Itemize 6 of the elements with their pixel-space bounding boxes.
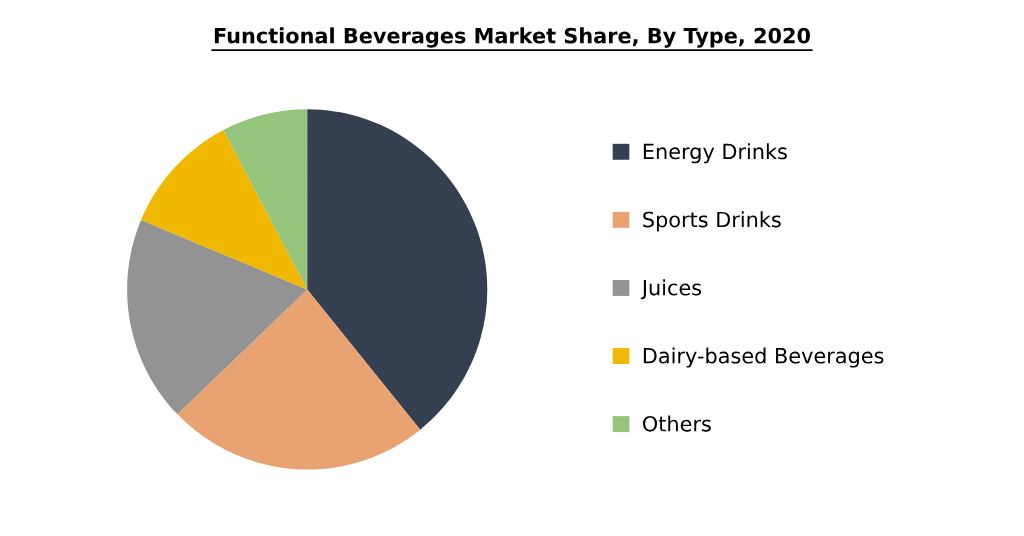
legend-label: Energy Drinks [643, 143, 787, 164]
legend-label: Dairy-based Beverages [643, 347, 884, 368]
legend-label: Juices [640, 279, 702, 300]
legend-label: Others [643, 415, 711, 432]
chart-title: Functional Beverages Market Share, By Type, 2020 [214, 27, 811, 48]
legend-label: Sports Drinks [643, 211, 781, 232]
